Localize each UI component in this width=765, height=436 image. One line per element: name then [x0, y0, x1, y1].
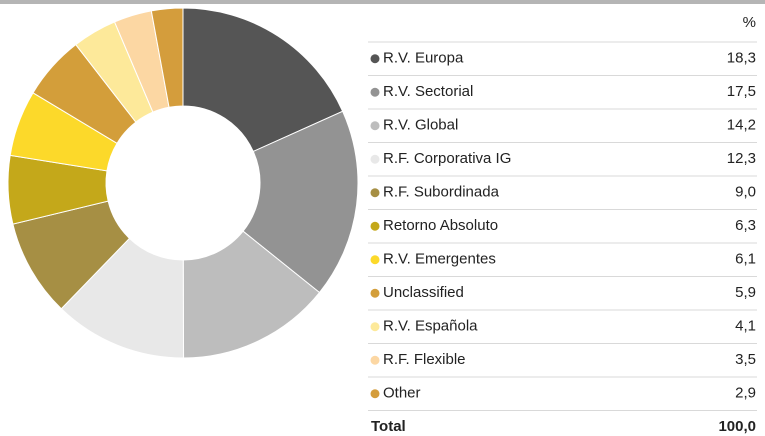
legend-label: R.F. Corporativa IG [383, 150, 511, 167]
value-label: 6,3 [735, 217, 756, 234]
value-label: 18,3 [727, 50, 756, 67]
legend-label: R.V. Europa [383, 50, 464, 67]
value-label: 2,9 [735, 385, 756, 402]
legend-dot [370, 121, 380, 131]
value-label: 3,5 [735, 351, 756, 368]
legend-dot [370, 322, 380, 332]
legend-label: R.V. Global [383, 117, 458, 134]
value-label: 9,0 [735, 184, 756, 201]
value-label: 17,5 [727, 83, 756, 100]
total-value: 100,0 [718, 418, 756, 435]
slice [182, 230, 321, 359]
column-header: % [743, 14, 756, 31]
legend-dot [370, 255, 380, 265]
legend-dot [370, 87, 380, 97]
legend-dot [370, 154, 380, 164]
legend-label: R.F. Flexible [383, 351, 466, 368]
legend-dot [370, 389, 380, 399]
legend-dot [370, 355, 380, 365]
value-label: 14,2 [727, 117, 756, 134]
legend-label: Retorno Absoluto [383, 217, 498, 234]
legend-label: R.V. Sectorial [383, 83, 473, 100]
legend-label: Unclassified [383, 284, 464, 301]
value-label: 5,9 [735, 284, 756, 301]
total-label: Total [371, 418, 406, 435]
legend-dot [370, 54, 380, 64]
top-bar [0, 0, 765, 4]
slice [242, 110, 359, 294]
legend-label: Other [383, 385, 421, 402]
slice [150, 7, 184, 108]
slice [182, 7, 344, 153]
value-label: 6,1 [735, 251, 756, 268]
legend-dot [370, 221, 380, 231]
value-label: 4,1 [735, 318, 756, 335]
legend-dot [370, 188, 380, 198]
legend-label: R.F. Subordinada [383, 184, 500, 201]
legend-label: R.V. Española [383, 318, 478, 335]
value-label: 12,3 [727, 150, 756, 167]
legend-label: R.V. Emergentes [383, 251, 496, 268]
legend-dot [370, 288, 380, 298]
